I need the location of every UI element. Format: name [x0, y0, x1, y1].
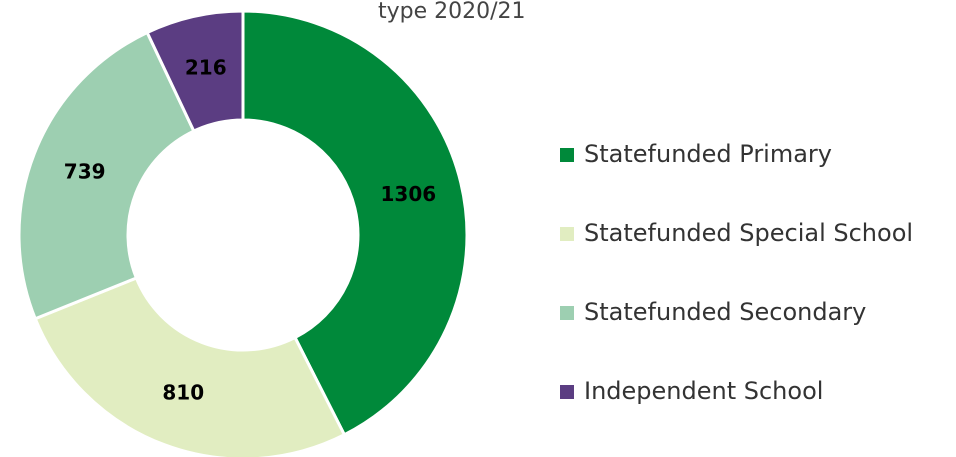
- donut-segment: [241, 9, 469, 437]
- legend-swatch: [560, 385, 574, 399]
- data-label: 216: [185, 56, 227, 80]
- legend-label: Statefunded Secondary: [584, 298, 866, 326]
- legend-swatch: [560, 227, 574, 241]
- data-label: 810: [162, 381, 204, 405]
- data-label: 1306: [381, 182, 437, 206]
- donut-segment: [145, 9, 245, 134]
- legend-label: Statefunded Special School: [584, 219, 913, 247]
- legend-label: Statefunded Primary: [584, 140, 832, 168]
- data-label: 739: [64, 160, 106, 184]
- legend-swatch: [560, 306, 574, 320]
- legend-label: Independent School: [584, 377, 823, 405]
- donut-segment: [17, 30, 196, 321]
- legend-swatch: [560, 148, 574, 162]
- chart-title: type 2020/21: [378, 0, 526, 24]
- donut-segment: [33, 276, 347, 457]
